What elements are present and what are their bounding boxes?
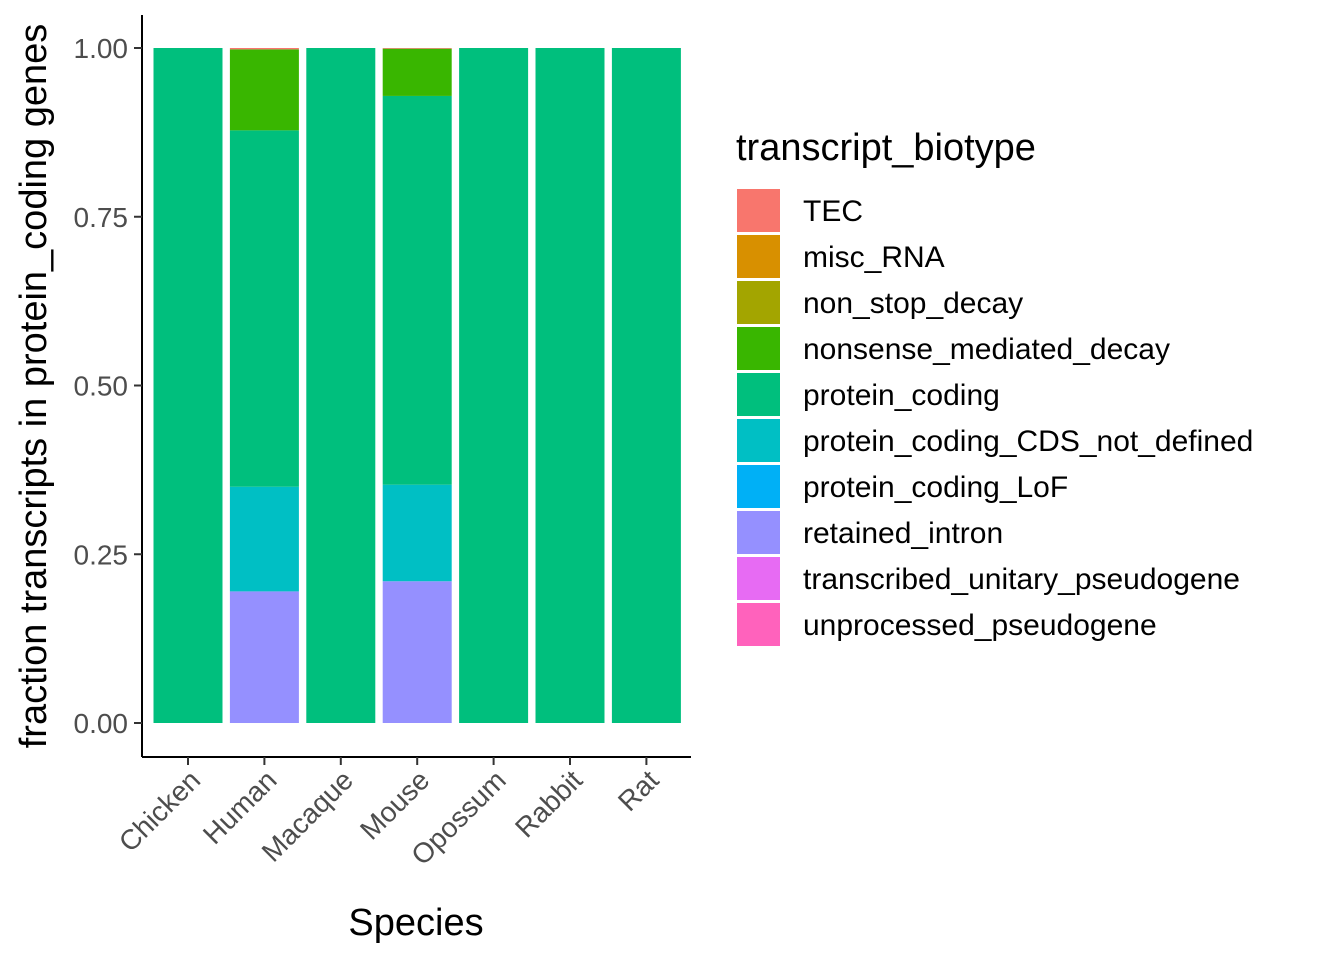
legend-title: transcript_biotype bbox=[736, 127, 1036, 169]
legend-label: protein_coding bbox=[803, 379, 1000, 412]
y-tick-label: 0.75 bbox=[74, 202, 129, 233]
bar-segment-mouse-tec bbox=[382, 48, 452, 49]
bar-segment-mouse-retained-intron bbox=[382, 581, 452, 723]
bar-segment-human-retained-intron bbox=[229, 591, 299, 724]
bar-segment-human-tec bbox=[229, 48, 299, 50]
legend-key bbox=[737, 189, 780, 232]
legend-key bbox=[737, 603, 780, 646]
y-tick-label: 1.00 bbox=[74, 33, 129, 64]
legend-key bbox=[737, 419, 780, 462]
y-tick-label: 0.25 bbox=[74, 539, 129, 570]
bars-layer bbox=[153, 48, 681, 724]
y-tick-label: 0.00 bbox=[74, 708, 129, 739]
legend-label: protein_coding_LoF bbox=[803, 471, 1068, 504]
bar-segment-mouse-nonsense-mediated-decay bbox=[382, 48, 452, 96]
legend-label: non_stop_decay bbox=[803, 287, 1023, 320]
legend-label: TEC bbox=[803, 195, 863, 228]
y-tick-label: 0.50 bbox=[74, 371, 129, 402]
bar-segment-rabbit-protein-coding bbox=[535, 48, 605, 723]
bar-segment-human-nonsense-mediated-decay bbox=[229, 49, 299, 131]
bar-segment-mouse-protein-coding-cds-not-defined bbox=[382, 484, 452, 582]
legend-key bbox=[737, 557, 780, 600]
legend-label: unprocessed_pseudogene bbox=[803, 609, 1157, 642]
bar-segment-macaque-protein-coding bbox=[306, 48, 376, 723]
legend-key bbox=[737, 281, 780, 324]
bar-segment-opossum-protein-coding bbox=[459, 48, 529, 723]
legend-key bbox=[737, 465, 780, 508]
legend-label: protein_coding_CDS_not_defined bbox=[803, 425, 1253, 458]
y-axis-title: fraction transcripts in protein_coding g… bbox=[13, 24, 55, 749]
legend-key bbox=[737, 373, 780, 416]
bar-segment-chicken-protein-coding bbox=[153, 48, 223, 723]
legend-key bbox=[737, 327, 780, 370]
x-tick-label: Rabbit bbox=[509, 764, 588, 843]
legend-label: transcribed_unitary_pseudogene bbox=[803, 563, 1240, 596]
legend-label: nonsense_mediated_decay bbox=[803, 333, 1170, 366]
legend-key bbox=[737, 235, 780, 278]
x-tick-label: Rat bbox=[612, 764, 665, 817]
y-ticks: 0.00 0.25 0.50 0.75 1.00 bbox=[74, 33, 142, 739]
legend-label: retained_intron bbox=[803, 517, 1003, 550]
bar-segment-human-protein-coding bbox=[229, 130, 299, 487]
bar-segment-human-protein-coding-cds-not-defined bbox=[229, 486, 299, 592]
legend-label: misc_RNA bbox=[803, 241, 945, 274]
legend: TEC misc_RNA non_stop_decay nonsense_mediat… bbox=[737, 189, 1253, 646]
x-axis-title: Species bbox=[348, 902, 483, 944]
legend-key bbox=[737, 511, 780, 554]
x-tick-label: Chicken bbox=[113, 764, 206, 857]
bar-segment-mouse-protein-coding bbox=[382, 95, 452, 485]
bar-segment-rat-protein-coding bbox=[611, 48, 681, 723]
